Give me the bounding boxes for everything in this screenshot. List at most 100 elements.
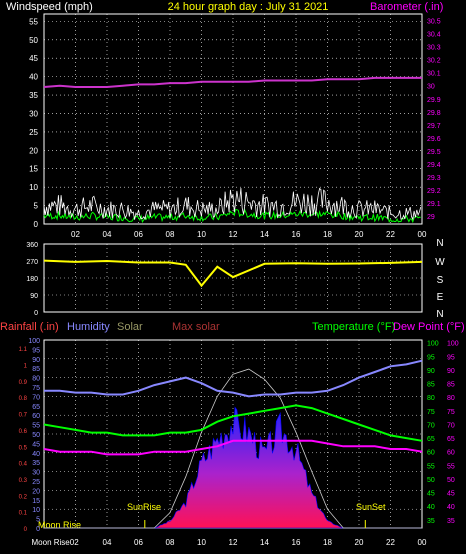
climate-hour-label: 04 [103,538,112,547]
rainfall-axis-title: Rainfall (.in) [0,321,59,333]
dewpoint-tick-label: 90 [447,368,455,375]
dewpoint-tick-label: 35 [447,518,455,525]
humidity-tick-label: 75 [32,385,40,392]
rainfall-tick-label: 1.1 [19,347,28,353]
windspeed-tick-label: 30 [29,109,38,118]
barometer-tick-label: 29.4 [427,162,441,169]
wind-hour-label: 00 [418,230,427,239]
wind-hour-label: 18 [323,230,332,239]
dewpoint-tick-label: 40 [447,504,455,511]
temperature-tick-label: 35 [427,518,435,525]
barometer-tick-label: 29.9 [427,97,441,104]
temperature-tick-label: 50 [427,477,435,484]
windspeed-tick-label: 45 [29,54,38,63]
windspeed-tick-label: 40 [29,73,38,82]
rainfall-tick-label: 1 [24,364,28,370]
barometer-tick-label: 30.3 [427,45,441,52]
compass-label: N [436,238,443,249]
direction-tick-label: 360 [26,242,38,249]
barometer-tick-label: 29.3 [427,175,441,182]
dewpoint-tick-label: 80 [447,395,455,402]
temperature-tick-label: 75 [427,409,435,416]
solar-legend: Solar [117,321,143,333]
dewpoint-tick-label: 85 [447,382,455,389]
dewpoint-tick-label: 100 [447,341,459,348]
graph-title: 24 hour graph day : July 31 2021 [168,1,329,13]
climate-hour-label: 16 [292,538,301,547]
humidity-line [44,359,423,398]
humidity-tick-label: 0 [36,526,40,533]
dewpoint-tick-label: 70 [447,422,455,429]
temperature-tick-label: 95 [427,354,435,361]
wind-hour-label: 04 [103,230,112,239]
moonrise-label: Moon Rise [38,520,81,530]
dewpoint-tick-label: 50 [447,477,455,484]
barometer-tick-label: 30.1 [427,71,441,78]
wind-hour-label: 02 [71,230,80,239]
dewpoint-axis-title: Dew Point (°F) [393,321,465,333]
windspeed-tick-label: 35 [29,91,38,100]
dewpoint-tick-label: 55 [447,463,455,470]
wind-hour-label: 14 [260,230,269,239]
climate-hour-label: 20 [355,538,364,547]
rainfall-tick-label: 0.3 [19,478,28,484]
sunrise-label: SunRise [127,502,161,512]
rainfall-tick-label: 0 [24,527,28,533]
temperature-tick-label: 40 [427,504,435,511]
barometer-tick-label: 29.6 [427,136,441,143]
max-solar-line [44,368,422,529]
barometer-tick-label: 30.4 [427,32,441,39]
humidity-tick-label: 35 [32,460,40,467]
humidity-tick-label: 40 [32,451,40,458]
wind-hour-label: 08 [166,230,175,239]
windspeed-tick-label: 55 [29,17,38,26]
temperature-tick-label: 100 [427,341,439,348]
barometer-axis-title: Barometer (.in) [370,1,443,13]
windspeed-tick-label: 20 [29,146,38,155]
rainfall-tick-label: 0.6 [19,429,28,435]
compass-label: E [437,292,444,303]
humidity-tick-label: 10 [32,507,40,514]
temperature-tick-label: 65 [427,436,435,443]
barometer-tick-label: 29.7 [427,123,441,130]
rainfall-tick-label: 0.4 [19,462,28,468]
climate-hour-label: 06 [134,538,143,547]
barometer-tick-label: 29.1 [427,201,441,208]
compass-label: N [436,309,443,320]
max-solar-legend: Max solar [172,321,220,333]
temperature-tick-label: 70 [427,422,435,429]
direction-tick-label: 270 [26,259,38,266]
barometer-tick-label: 29.2 [427,188,441,195]
compass-label: W [435,257,445,268]
humidity-tick-label: 80 [32,376,40,383]
climate-hour-label: Moon Rise02 [32,538,80,547]
wind-hour-label: 20 [355,230,364,239]
humidity-tick-label: 90 [32,357,40,364]
temperature-tick-label: 90 [427,368,435,375]
humidity-tick-label: 30 [32,470,40,477]
climate-hour-label: 12 [229,538,238,547]
temperature-tick-label: 45 [427,491,435,498]
temperature-tick-label: 80 [427,395,435,402]
humidity-tick-label: 65 [32,404,40,411]
windspeed-tick-label: 10 [29,183,38,192]
barometer-tick-label: 29 [427,214,435,221]
temperature-tick-label: 85 [427,382,435,389]
temperature-tick-label: 60 [427,450,435,457]
rainfall-tick-label: 0.8 [19,396,28,402]
rainfall-tick-label: 0.1 [19,511,28,517]
wind-direction-line [43,259,423,288]
barometer-tick-label: 29.5 [427,149,441,156]
humidity-tick-label: 100 [28,338,40,345]
direction-tick-label: 0 [34,310,38,317]
humidity-tick-label: 15 [32,498,40,505]
climate-hour-label: 08 [166,538,175,547]
barometer-tick-label: 29.8 [427,110,441,117]
windspeed-tick-label: 50 [29,36,38,45]
wind-hour-label: 12 [229,230,238,239]
humidity-tick-label: 55 [32,423,40,430]
climate-hour-label: 22 [386,538,395,547]
wind-hour-label: 10 [197,230,206,239]
